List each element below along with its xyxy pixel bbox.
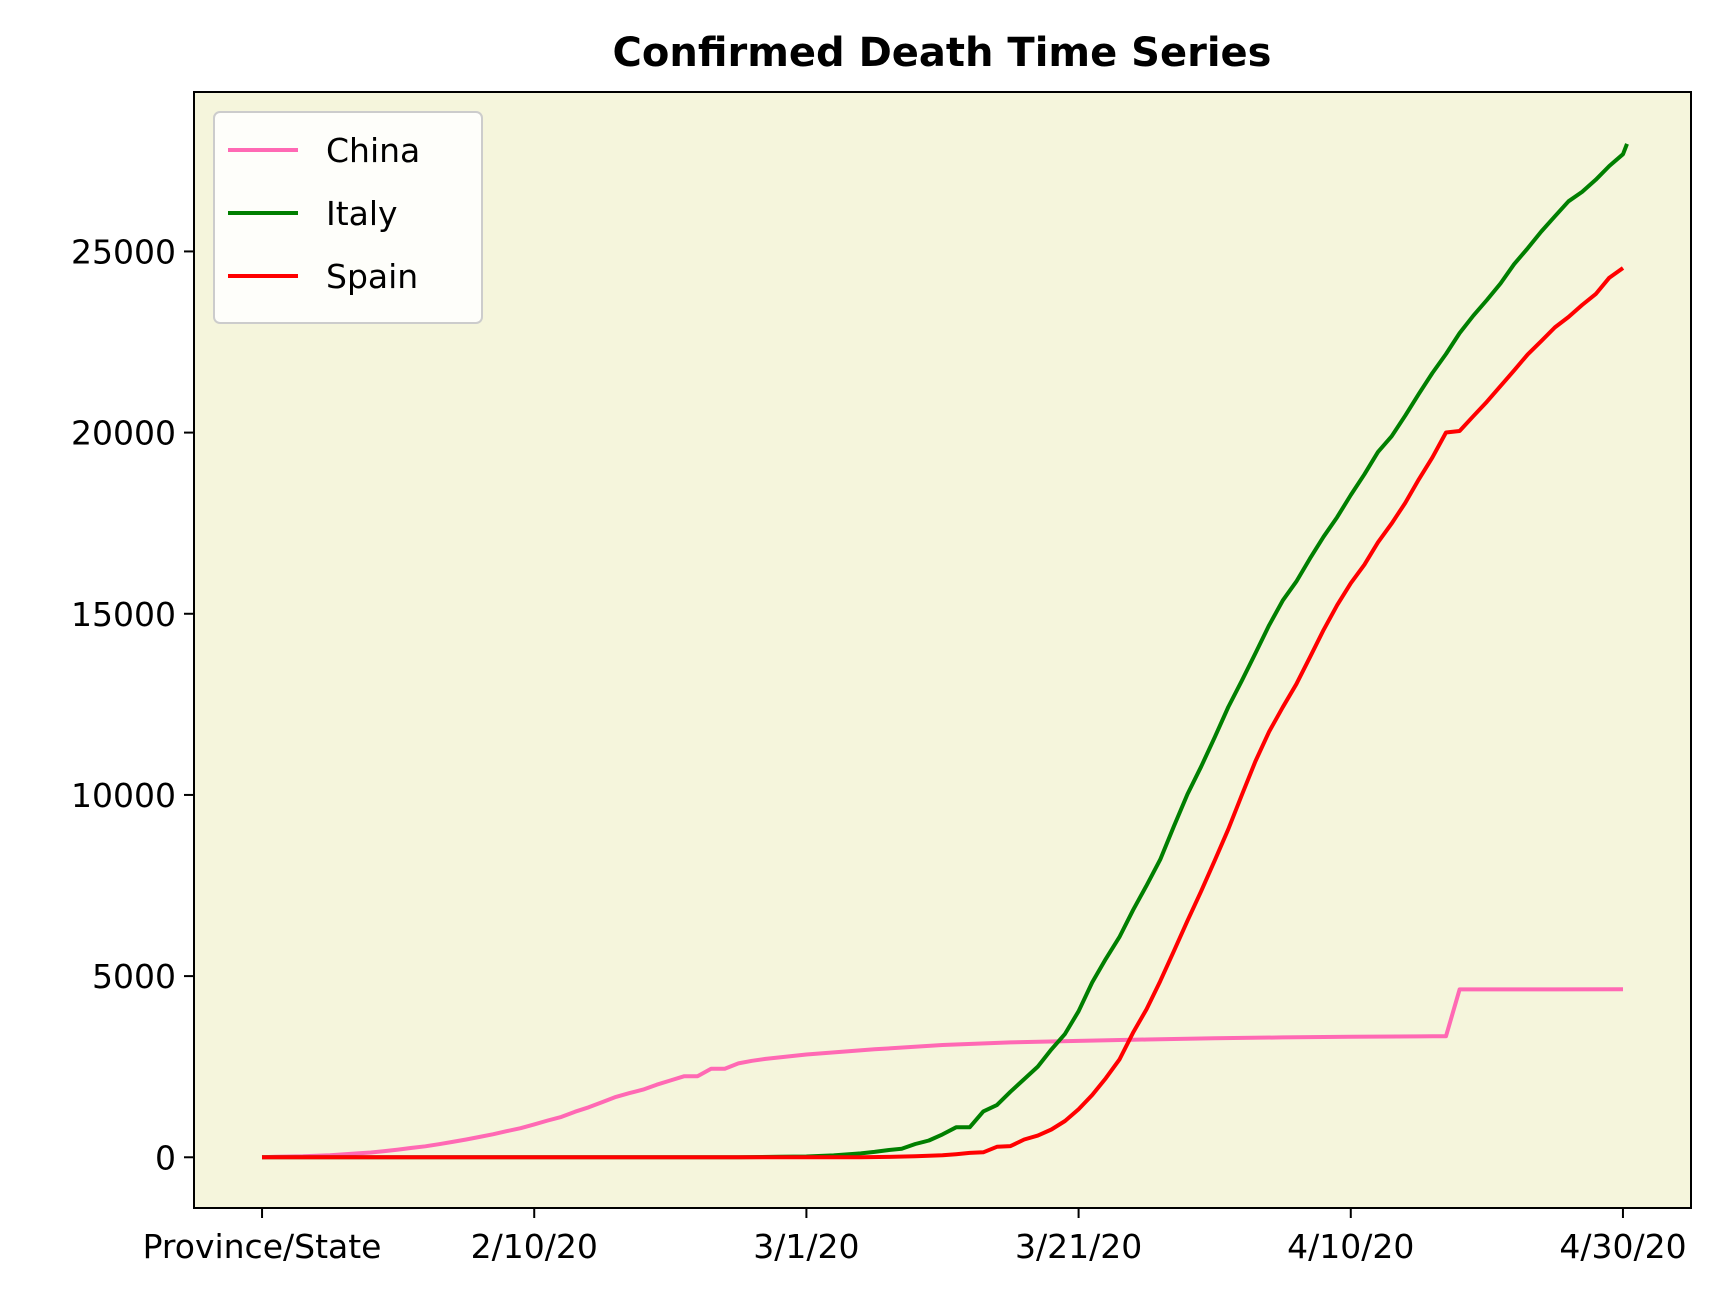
legend-box <box>213 111 483 324</box>
x-tick-label: 2/10/20 <box>471 1227 598 1266</box>
series-line-spain <box>262 266 1625 1160</box>
series-line-italy <box>262 143 1629 1160</box>
y-tick-label: 10000 <box>71 776 176 815</box>
legend-label-china: China <box>326 131 420 170</box>
series-lines <box>261 143 1629 1160</box>
x-tick-label: 4/30/20 <box>1559 1227 1686 1266</box>
x-tick-label: Province/State <box>143 1227 382 1266</box>
plot-frame <box>193 91 1692 1209</box>
y-tick-label: 25000 <box>71 232 176 271</box>
y-tick-label: 5000 <box>92 957 176 996</box>
x-tick-label: 4/10/20 <box>1287 1227 1414 1266</box>
y-tick-label: 0 <box>155 1138 176 1177</box>
axis-ticks: Province/State 2/10/20 3/1/20 3/21/20 4/10/2… <box>71 232 1687 1266</box>
series-line-china <box>261 987 1624 1160</box>
x-tick-label: 3/1/20 <box>753 1227 859 1266</box>
legend: China Italy Spain <box>213 111 483 324</box>
chart-title: Confirmed Death Time Series <box>613 30 1272 76</box>
y-tick-label: 15000 <box>71 595 176 634</box>
y-tick-label: 20000 <box>71 414 176 453</box>
x-tick-label: 3/21/20 <box>1015 1227 1142 1266</box>
legend-label-italy: Italy <box>326 194 398 233</box>
legend-label-spain: Spain <box>326 257 418 296</box>
